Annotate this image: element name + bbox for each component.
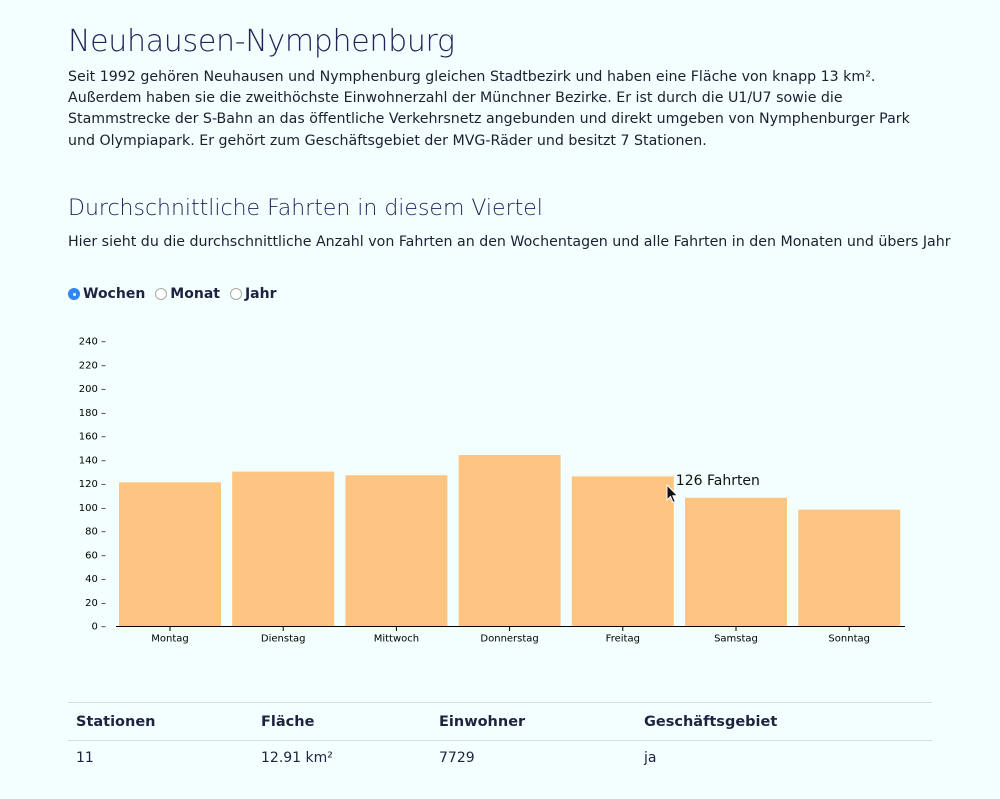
x-tick-label: Freitag <box>606 634 640 645</box>
bar-donnerstag[interactable] <box>458 455 561 626</box>
x-tick-label: Donnerstag <box>480 634 538 645</box>
x-tick-label: Sonntag <box>828 634 870 645</box>
radio-monat[interactable]: Monat <box>155 286 220 302</box>
radio-wochen-label[interactable]: Wochen <box>83 286 146 302</box>
col-header-flaeche: Fläche <box>253 702 431 741</box>
radio-jahr-label[interactable]: Jahr <box>244 286 277 302</box>
col-header-einwohner: Einwohner <box>431 702 636 741</box>
x-tick-label: Mittwoch <box>374 634 419 645</box>
cell-flaeche: 12.91 km² <box>261 750 333 766</box>
intro-text: Seit 1992 gehören Neuhausen und Nymphenb… <box>68 69 910 149</box>
y-tick-label: 20 – <box>85 598 106 609</box>
x-tick-label: Montag <box>151 634 188 645</box>
cell-stationen: 11 <box>76 750 94 766</box>
radio-wochen-indicator[interactable] <box>68 288 80 300</box>
x-tick-label: Samstag <box>714 634 758 645</box>
table-row: 11 12.91 km² 7729 ja <box>68 741 932 776</box>
x-tick-label: Dienstag <box>261 634 306 645</box>
y-tick-label: 40 – <box>85 574 106 585</box>
bar-dienstag[interactable] <box>232 471 335 626</box>
bar-montag[interactable] <box>119 482 221 626</box>
section-subtitle: Hier sieht du die durchschnittliche Anza… <box>68 234 951 250</box>
y-tick-label: 0 – <box>91 622 106 633</box>
radio-wochen[interactable]: Wochen <box>68 286 145 302</box>
y-tick-label: 220 – <box>79 360 106 371</box>
y-tick-label: 60 – <box>85 550 106 561</box>
cell-geschaeftsgebiet: ja <box>644 750 657 766</box>
col-header-geschaeftsgebiet: Geschäftsgebiet <box>636 702 932 741</box>
period-radio-group: Wochen Monat Jahr <box>68 284 286 304</box>
y-tick-label: 160 – <box>79 432 106 443</box>
cell-einwohner: 7729 <box>439 750 475 766</box>
radio-monat-label[interactable]: Monat <box>170 286 220 302</box>
radio-jahr[interactable]: Jahr <box>229 286 277 302</box>
y-tick-label: 200 – <box>79 384 106 395</box>
page-title: Neuhausen-Nymphenburg <box>68 24 455 59</box>
radio-jahr-indicator[interactable] <box>229 288 242 300</box>
district-info-table: Stationen Fläche Einwohner Geschäftsgebi… <box>68 702 932 775</box>
section-title: Durchschnittliche Fahrten in diesem Vier… <box>68 196 543 221</box>
col-header-stationen: Stationen <box>68 702 253 741</box>
y-tick-label: 100 – <box>79 503 106 514</box>
radio-monat-indicator[interactable] <box>155 288 168 300</box>
bar-tooltip: 126 Fahrten <box>675 473 760 490</box>
table-header-row: Stationen Fläche Einwohner Geschäftsgebi… <box>68 702 932 741</box>
y-tick-label: 80 – <box>85 527 106 538</box>
bar-freitag[interactable] <box>571 476 674 626</box>
bar-samstag[interactable] <box>685 497 787 626</box>
y-tick-label: 240 – <box>79 337 106 348</box>
y-tick-label: 140 – <box>79 455 106 466</box>
bar-mittwoch[interactable] <box>345 475 448 626</box>
y-tick-label: 120 – <box>79 479 106 490</box>
bar-sonntag[interactable] <box>798 509 901 626</box>
y-tick-label: 180 – <box>79 408 106 419</box>
mouse-cursor-icon <box>666 484 679 504</box>
